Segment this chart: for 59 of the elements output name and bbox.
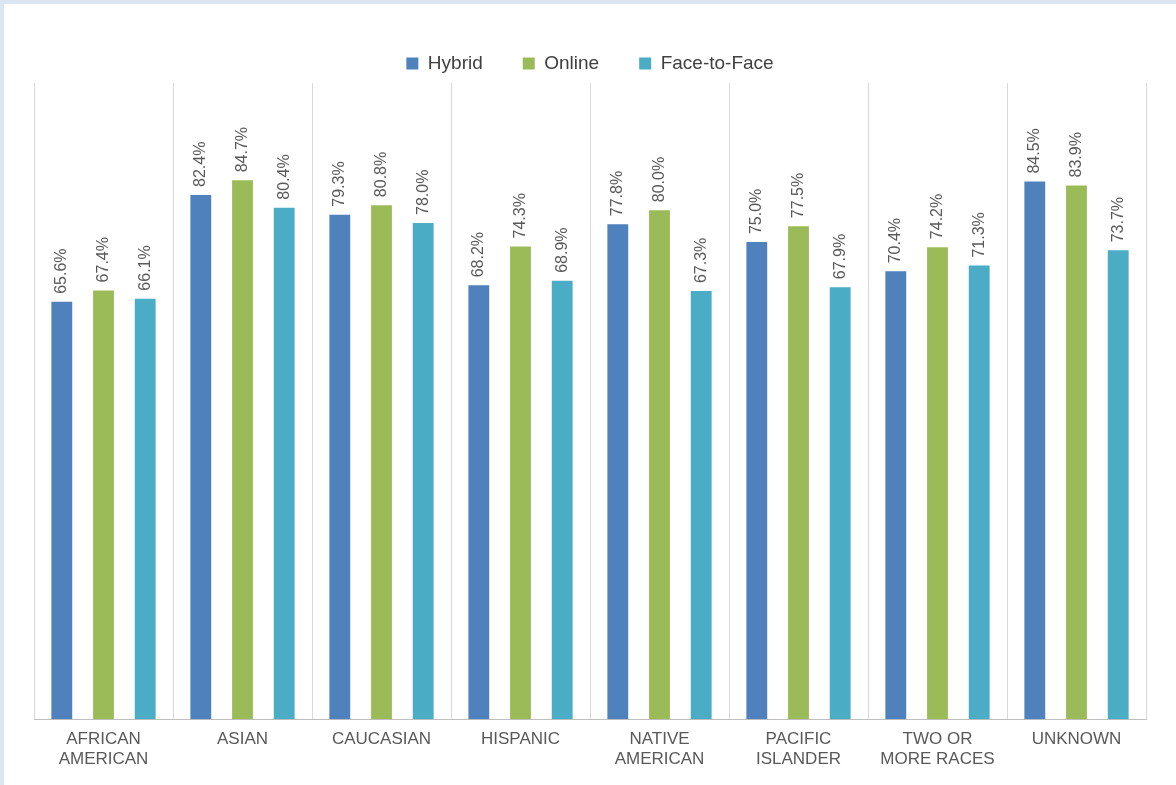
x-tick-label: NATIVE AMERICAN [614,729,705,769]
data-label: 67.3% [691,237,709,284]
data-label: 71.3% [969,212,987,258]
bar [1066,185,1087,720]
data-label: 74.2% [927,193,945,240]
data-label: 65.6% [52,248,70,294]
data-label: 68.2% [469,231,487,278]
data-label: 77.8% [608,170,626,217]
bar [649,210,670,720]
data-label: 66.1% [135,245,153,291]
data-label: 84.5% [1025,128,1043,174]
data-label: 80.0% [649,156,667,203]
bar [927,247,948,720]
data-label: 67.9% [830,233,848,280]
bar [690,291,712,720]
bar [1024,181,1046,720]
data-label: 70.4% [886,217,904,264]
data-label: 83.9% [1066,132,1084,178]
x-tick-label: ASIAN [216,729,269,749]
legend-label: Face-to-Face [660,51,774,73]
x-tick-label: TWO OR MORE RACES [880,729,995,769]
bar [232,180,253,720]
data-label: 84.7% [232,126,250,173]
x-tick-label: PACIFIC ISLANDER [755,729,842,769]
x-tick-label: HISPANIC [480,729,561,749]
data-label: 67.4% [93,237,111,283]
x-tick-label: AFRICAN AMERICAN [58,729,149,769]
data-label: 68.9% [552,227,570,273]
data-label: 77.5% [788,172,806,219]
data-label: 80.8% [371,151,389,198]
bar [510,246,531,720]
data-label: 73.7% [1108,196,1126,243]
data-label: 78.0% [413,169,431,215]
bar [746,242,768,720]
bar [273,207,295,720]
x-tick-label: CAUCASIAN [331,729,432,749]
data-label: 79.3% [330,161,348,207]
legend-label: Hybrid [427,51,483,73]
bar [829,287,851,720]
data-label: 82.4% [191,141,209,187]
data-label: 75.0% [747,188,765,235]
bar [551,280,573,720]
legend-label: Online [544,51,600,73]
data-label: 74.3% [510,193,528,239]
bar [371,205,392,720]
x-tick-label: UNKNOWN [1031,729,1122,749]
bar [134,298,156,720]
bar [190,194,212,720]
bar [468,285,490,720]
bar [329,214,351,720]
bar [788,226,809,720]
bar [885,271,907,720]
bar [1107,250,1129,720]
bar [968,265,990,720]
data-label: 80.4% [274,154,292,200]
bar [412,222,434,720]
bar [93,290,114,720]
bar [51,301,73,720]
bar [607,224,629,720]
